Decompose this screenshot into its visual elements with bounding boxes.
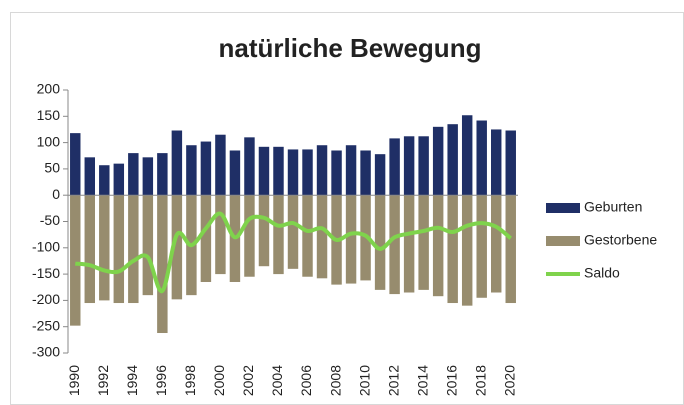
bar [418,136,429,196]
bar [186,145,197,196]
legend-swatch [546,236,580,246]
y-tick-label: -250 [32,317,60,333]
bar [432,195,444,297]
x-tick-label: 2008 [327,365,343,396]
x-tick-label: 2018 [472,365,488,396]
bar [229,150,241,196]
x-tick-label: 2010 [356,365,372,396]
bar [142,157,154,196]
bar [345,145,357,196]
y-tick-label: 150 [37,107,61,123]
bar [345,195,357,284]
x-tick-label: 1992 [95,365,111,396]
x-tick-label: 1996 [153,365,169,396]
bar [491,129,502,196]
bar [70,195,81,326]
y-tick-label: -300 [32,344,60,360]
y-tick-label: 50 [44,160,60,176]
y-tick-label: -100 [32,239,60,255]
bar [273,146,284,196]
bar [113,163,125,196]
bar [128,195,139,304]
x-tick-label: 2002 [240,365,256,396]
bar [273,195,284,275]
bar [447,195,458,304]
saldo-line [75,211,513,293]
x-tick-label: 2016 [443,365,459,396]
legend-swatch [546,203,580,213]
x-tick-label: 2000 [211,365,227,396]
bar [99,165,110,196]
bar [142,195,154,296]
bar [374,195,386,290]
chart-title: natürliche Bewegung [219,33,482,63]
bar [302,195,313,277]
y-tick-label: 100 [37,133,61,149]
bar [360,150,371,196]
y-tick-label: 0 [52,186,60,202]
bar [505,130,516,196]
bar [244,137,255,196]
bar [84,157,95,196]
bar [461,195,473,306]
y-tick-label: -150 [32,265,60,281]
bar [70,133,81,196]
x-tick-label: 2006 [298,365,314,396]
bar [171,130,183,196]
bar [200,141,212,196]
bar [157,153,168,196]
x-tick-label: 1994 [124,365,140,396]
bar [200,195,212,282]
bar [432,126,444,196]
x-tick-label: 2020 [501,365,517,396]
y-tick-label: -200 [32,291,60,307]
bar [476,120,487,196]
x-tick-label: 1990 [66,365,82,396]
bar [128,153,139,196]
bar [418,195,429,290]
bar [491,195,502,293]
bar [215,195,226,275]
bar [258,195,270,267]
x-tick-label: 2014 [414,365,430,396]
x-tick-label: 2012 [385,365,401,396]
bar [157,195,168,334]
bar [461,115,473,196]
bar [84,195,95,304]
bar [113,195,125,304]
bar [215,134,226,196]
legend-text: Gestorbene [584,232,657,248]
y-tick-label: 200 [37,81,61,97]
bar [403,195,415,293]
bar [316,195,328,279]
bar [476,195,487,298]
bar [244,195,255,277]
bar [287,195,299,269]
bar [403,136,415,196]
y-tick-label: -50 [40,212,60,228]
legend-text: Geburten [584,199,642,215]
bar [99,195,110,301]
bar [316,145,328,196]
bar [171,195,183,300]
bar [374,154,386,196]
bar [302,149,313,196]
x-tick-label: 1998 [182,365,198,396]
bar [331,150,342,196]
bar [258,146,270,196]
bar [389,138,400,196]
bar [505,195,516,304]
bar [287,149,299,196]
bar [447,124,458,196]
x-tick-label: 2004 [269,365,285,396]
legend-text: Saldo [584,265,620,281]
bar [389,195,400,295]
